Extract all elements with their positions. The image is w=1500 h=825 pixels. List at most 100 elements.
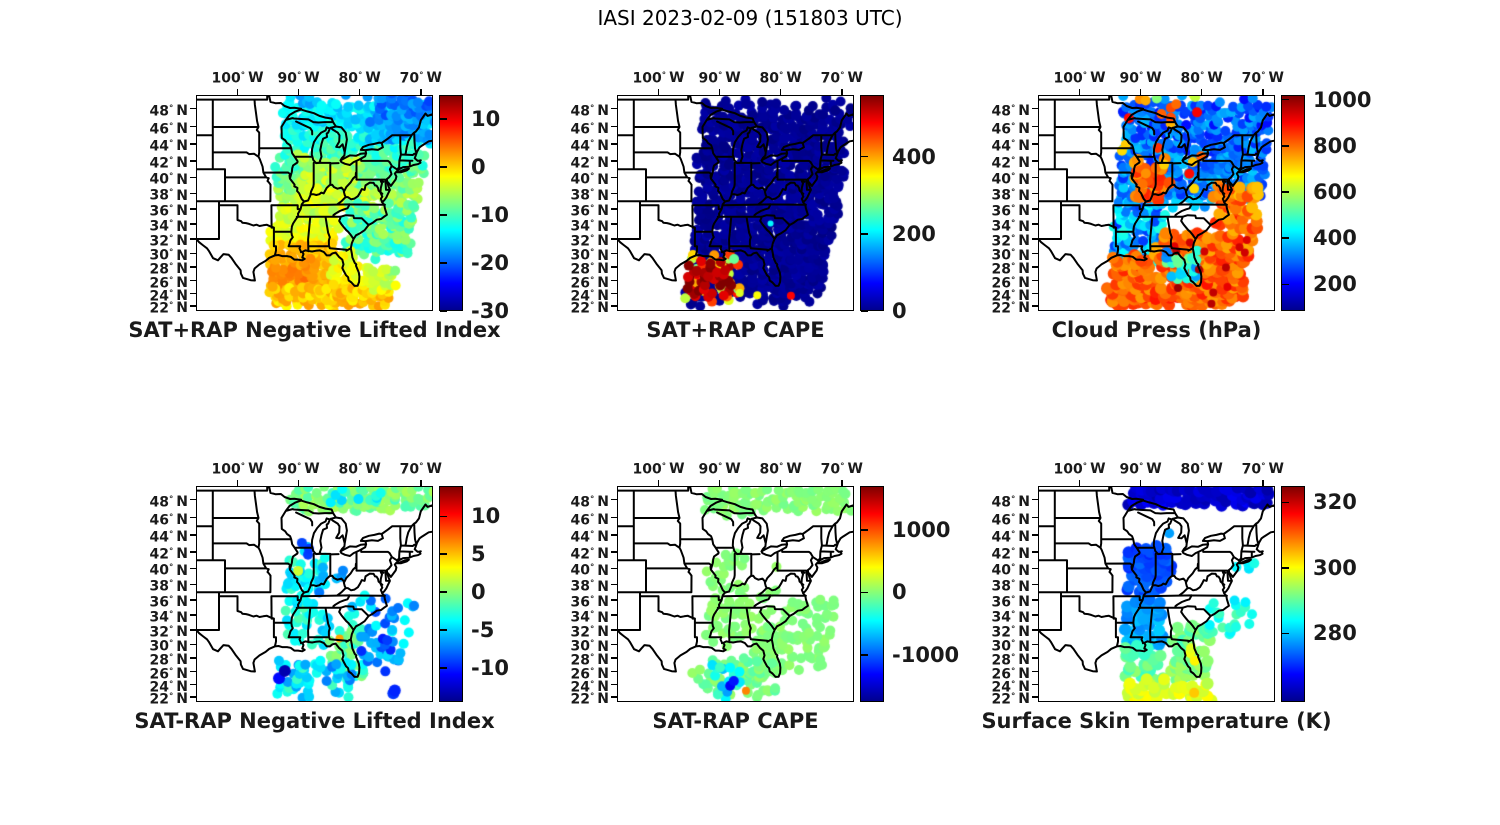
lat-tick-label: 30° N [149, 638, 188, 655]
lon-tick [1262, 89, 1264, 95]
lat-tick-label: 34° N [570, 218, 609, 235]
lat-tick [190, 279, 196, 282]
lat-tick-label: 34° N [149, 218, 188, 235]
colorbar-tick-label: -10 [471, 203, 509, 227]
lon-tick [420, 89, 422, 95]
lat-tick-label: 42° N [149, 546, 188, 563]
colorbar-tick [1282, 283, 1289, 286]
lat-tick-label: 22° N [991, 691, 1030, 708]
lat-tick-label: 24° N [149, 287, 188, 304]
lat-tick-label: 24° N [570, 678, 609, 695]
lon-tick [297, 480, 300, 486]
lat-tick [190, 551, 196, 553]
state-borders [1038, 95, 1275, 287]
basemap-layer [1038, 95, 1275, 311]
colorbar-tick-label: 1000 [1313, 87, 1372, 112]
lat-tick-label: 32° N [570, 624, 609, 641]
lon-tick [657, 89, 660, 95]
lat-tick [190, 629, 196, 631]
lon-tick-label: 90° W [698, 70, 741, 87]
basemap-layer [196, 486, 433, 702]
colorbar-tick-label: 10 [471, 504, 501, 529]
lon-tick [236, 89, 239, 95]
lat-tick [1032, 125, 1038, 128]
colorbar-tick-label: 300 [1313, 555, 1357, 580]
colorbar-tick [861, 310, 868, 312]
lat-tick-label: 46° N [991, 511, 1030, 528]
lat-tick-label: 26° N [570, 274, 609, 291]
lat-tick-label: 24° N [149, 678, 188, 695]
lon-tick-label: 100° W [632, 70, 685, 87]
colorbar-tick [861, 654, 868, 656]
lat-tick [611, 176, 617, 179]
lat-tick [190, 107, 196, 110]
lat-tick [190, 498, 196, 501]
lat-tick-label: 46° N [149, 511, 188, 528]
lat-tick [611, 670, 617, 673]
lon-tick [1200, 480, 1203, 486]
lat-tick [611, 223, 617, 225]
lat-tick [611, 599, 617, 601]
lon-tick [1262, 480, 1264, 486]
lat-tick [1032, 176, 1038, 179]
colorbar-tick [440, 166, 447, 168]
lat-tick [1032, 223, 1038, 225]
lat-tick-label: 46° N [570, 120, 609, 137]
lat-tick-label: 44° N [991, 529, 1030, 546]
lat-tick [1032, 670, 1038, 673]
figure-title: IASI 2023-02-09 (151803 UTC) [597, 6, 903, 30]
lat-tick [1032, 567, 1038, 570]
panel-title: SAT-RAP Negative Lifted Index [134, 709, 495, 733]
lat-tick-label: 38° N [570, 187, 609, 204]
lat-tick-label: 22° N [149, 300, 188, 317]
colorbar-tick [1282, 145, 1289, 147]
axes-box [1038, 486, 1275, 702]
lat-tick-label: 44° N [991, 138, 1030, 155]
lat-tick [190, 176, 196, 179]
lat-tick [611, 534, 617, 536]
lat-tick [190, 223, 196, 225]
lat-tick-label: 24° N [991, 678, 1030, 695]
lat-tick [1032, 143, 1038, 145]
lon-tick-label: 70° W [1241, 70, 1284, 87]
lat-tick [1032, 599, 1038, 601]
lon-tick-label: 100° W [1053, 461, 1106, 478]
lat-tick [611, 238, 617, 240]
state-borders [196, 95, 433, 287]
lat-tick [190, 266, 196, 268]
lon-tick-label: 80° W [338, 70, 381, 87]
lon-tick-label: 70° W [820, 461, 863, 478]
colorbar-tick-label: 10 [471, 107, 501, 131]
panel-title: SAT-RAP CAPE [652, 709, 819, 733]
lat-tick-label: 34° N [991, 609, 1030, 626]
lat-tick-label: 34° N [991, 218, 1030, 235]
lat-tick [611, 643, 617, 646]
lat-tick-label: 22° N [149, 691, 188, 708]
lat-tick [1032, 614, 1038, 616]
lat-tick-label: 30° N [149, 247, 188, 264]
lat-tick-label: 42° N [991, 546, 1030, 563]
colorbar [439, 486, 463, 702]
lat-tick-label: 42° N [991, 155, 1030, 172]
lat-tick-label: 36° N [570, 594, 609, 611]
colorbar-tick-label: 800 [1313, 133, 1357, 158]
lat-tick [190, 208, 196, 210]
colorbar [1281, 95, 1305, 311]
state-borders [617, 486, 854, 678]
lon-tick-label: 70° W [399, 461, 442, 478]
lat-tick [611, 683, 617, 686]
lat-tick [1032, 252, 1038, 255]
lat-tick-label: 22° N [570, 691, 609, 708]
lat-tick [611, 498, 617, 501]
colorbar [1281, 486, 1305, 702]
lat-tick [611, 279, 617, 282]
lat-tick [611, 629, 617, 631]
lon-tick-label: 100° W [1053, 70, 1106, 87]
lat-tick [1032, 683, 1038, 686]
lon-tick-label: 90° W [1119, 461, 1162, 478]
colorbar-tick [1282, 632, 1289, 635]
lat-tick-label: 28° N [149, 652, 188, 669]
lat-tick-label: 44° N [149, 138, 188, 155]
lat-tick [1032, 629, 1038, 631]
